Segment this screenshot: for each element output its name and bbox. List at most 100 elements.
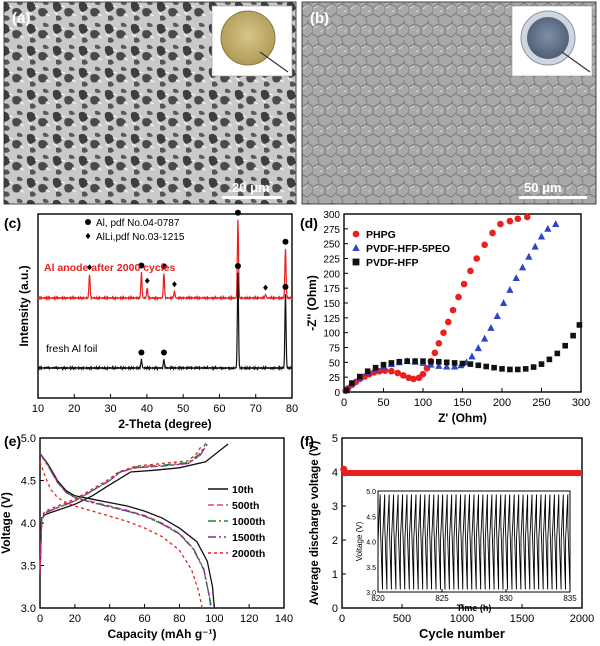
inset-x-tick-label: 835	[563, 594, 577, 603]
data-point	[514, 215, 522, 223]
legend-label: PHPG	[366, 229, 396, 241]
data-point	[468, 352, 476, 360]
inset-x-tick-label: 830	[499, 594, 513, 603]
x-tick-label: 40	[141, 403, 153, 415]
peak-marker	[282, 238, 289, 245]
x-tick-label: 100	[205, 613, 223, 625]
x-axis-label: Cycle number	[419, 626, 505, 641]
data-point	[449, 306, 457, 314]
x-axis-label: Z' (Ohm)	[438, 411, 487, 425]
x-tick-label: 1000	[450, 613, 474, 625]
series-line-discharge	[39, 452, 215, 609]
eis-chart: (d) 0 50 100 150 200 250 300 0 25 50 75 100 125 150 175…	[300, 210, 590, 425]
y-tick-label: 3	[332, 501, 338, 513]
data-point	[435, 361, 443, 369]
data-point	[552, 220, 560, 228]
inset-x-axis-label: Time (h)	[457, 603, 492, 613]
data-point	[497, 220, 504, 228]
peak-marker	[160, 349, 167, 356]
series-line	[37, 219, 293, 302]
sem-image-a: (a) 20 μm	[3, 1, 297, 205]
inset-photo-a	[211, 5, 293, 77]
y-tick-label: 200	[323, 269, 340, 280]
data-point	[435, 340, 443, 347]
x-tick-label: 500	[393, 613, 411, 625]
xrd-chart: (c) 10 20 30 40 50 60 70 80 2-Theta (degree) Inten…	[4, 209, 298, 431]
x-tick-label: 20	[69, 613, 81, 625]
x-tick-label: 80	[173, 613, 185, 625]
data-point	[562, 342, 568, 349]
y-tick-label: 275	[323, 225, 340, 236]
data-point	[428, 358, 434, 365]
data-point	[343, 387, 350, 394]
data-point	[380, 361, 387, 368]
y-tick-label: 3.5	[21, 561, 36, 573]
y-tick-label: 125	[323, 314, 340, 325]
panel-label-b: (b)	[310, 10, 329, 27]
series-line-discharge	[39, 452, 212, 609]
x-tick-label: 20	[68, 403, 80, 415]
average-voltage-band	[342, 470, 582, 477]
y-tick-label: 0	[332, 603, 338, 615]
data-point	[512, 274, 520, 282]
data-point	[506, 285, 514, 293]
data-point	[443, 362, 451, 370]
inset-x-tick-label: 820	[371, 594, 385, 603]
data-point	[523, 213, 531, 221]
data-point	[459, 360, 466, 367]
y-tick-label: 250	[323, 240, 340, 251]
data-point	[396, 358, 403, 365]
series-label: fresh Al foil	[46, 343, 97, 355]
x-tick-label: 200	[493, 397, 511, 409]
data-point	[388, 367, 395, 375]
data-point	[522, 366, 529, 372]
first-cycle-point	[340, 465, 348, 473]
data-point	[499, 299, 508, 306]
peak-marker	[87, 264, 92, 271]
series-line-discharge	[39, 452, 213, 609]
x-tick-label: 10	[32, 403, 44, 415]
data-point	[404, 358, 410, 364]
data-point	[493, 312, 501, 320]
y-tick-label: 4.0	[21, 518, 36, 530]
data-point	[399, 372, 407, 379]
data-point	[576, 322, 583, 328]
y-tick-label: 75	[329, 344, 341, 355]
data-point	[394, 369, 402, 377]
data-point	[531, 242, 539, 250]
scale-bar-label-a: 20 μm	[232, 180, 270, 195]
y-tick-label: 175	[323, 284, 340, 295]
peak-marker	[160, 263, 167, 270]
data-point	[412, 358, 418, 364]
x-tick-label: 0	[37, 613, 43, 625]
y-tick-label: 5	[332, 433, 338, 445]
inset-photo-b	[511, 5, 593, 77]
data-point	[431, 349, 439, 357]
data-point	[530, 364, 537, 370]
panel-label-c: (c)	[4, 215, 21, 231]
x-tick-label: 30	[104, 403, 116, 415]
y-tick-label: 4	[332, 467, 338, 479]
legend-label: 1000th	[232, 516, 265, 528]
data-point	[515, 366, 521, 373]
data-point	[451, 360, 458, 366]
series-line-discharge	[39, 461, 203, 609]
series-line-charge	[39, 444, 203, 575]
series-line-charge	[39, 443, 208, 575]
x-tick-label: 0	[339, 613, 345, 625]
data-point	[489, 229, 496, 237]
peak-marker	[172, 281, 177, 288]
y-tick-label: 1	[332, 569, 338, 581]
data-point	[554, 350, 561, 357]
inset-y-tick-label: 4.0	[366, 540, 376, 547]
inset-voltage-line	[377, 494, 571, 590]
inset-y-axis-label: Voltage (V)	[355, 521, 364, 561]
legend-marker	[352, 258, 360, 266]
legend-label: 500th	[232, 500, 259, 512]
y-tick-label: 100	[323, 329, 340, 340]
data-point	[436, 358, 442, 365]
y-tick-label: 300	[323, 210, 340, 221]
series-line-discharge	[39, 452, 212, 609]
data-point	[473, 255, 481, 262]
data-point	[357, 373, 363, 380]
